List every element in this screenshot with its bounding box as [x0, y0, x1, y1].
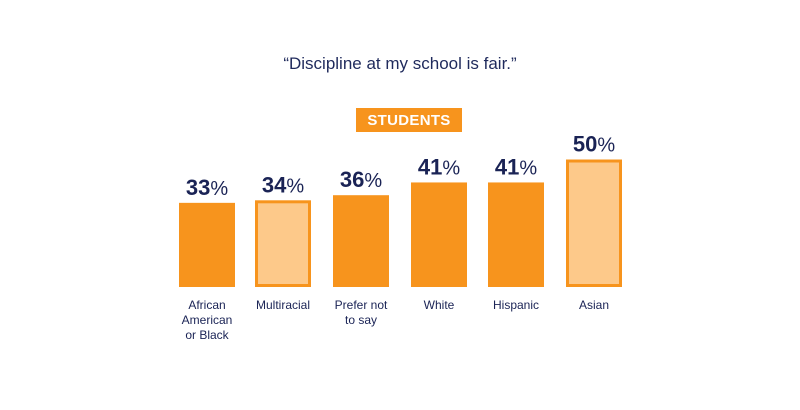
bar-2	[333, 195, 389, 287]
chart-title: “Discipline at my school is fair.”	[283, 54, 517, 73]
students-badge: STUDENTS	[356, 108, 462, 132]
category-label-4: Hispanic	[493, 298, 539, 312]
value-label-5: 50%	[573, 132, 615, 157]
bar-1	[255, 200, 311, 287]
bar-4	[488, 182, 544, 287]
value-label-3: 41%	[418, 154, 460, 179]
value-label-4: 41%	[495, 154, 537, 179]
category-label-5: Asian	[579, 298, 609, 312]
bar-0	[179, 202, 235, 287]
value-label-2: 36%	[340, 167, 382, 192]
category-label-0: African American or Black	[182, 298, 233, 342]
category-label-1: Multiracial	[256, 298, 310, 312]
value-label-0: 33%	[186, 175, 228, 200]
value-label-1: 34%	[262, 172, 304, 197]
bar-3	[411, 182, 467, 287]
category-label-3: White	[424, 298, 455, 312]
category-label-2: Prefer not to say	[335, 298, 388, 327]
bar-5	[566, 159, 622, 287]
